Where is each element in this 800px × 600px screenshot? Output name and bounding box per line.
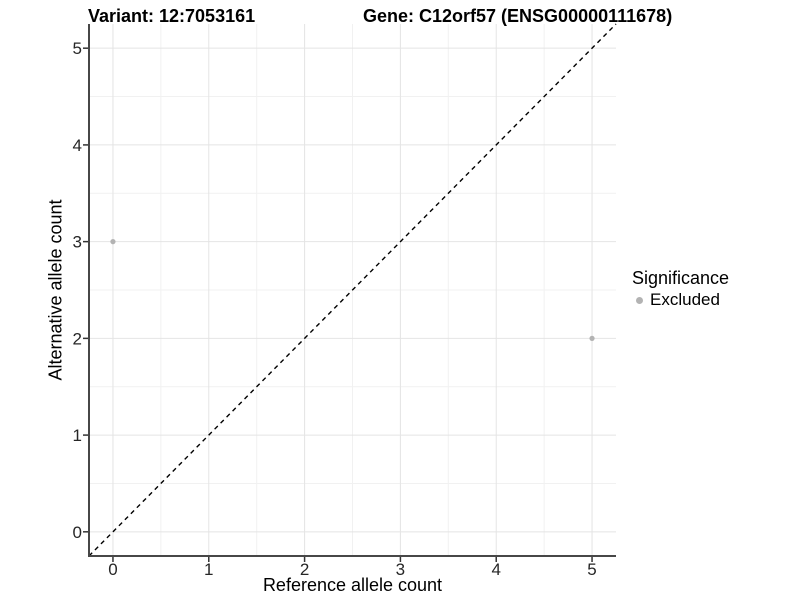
- y-tick-label: 3: [73, 233, 82, 252]
- y-tick-label: 2: [73, 329, 82, 348]
- legend-item-label: Excluded: [650, 290, 720, 309]
- legend: Significance Excluded: [632, 268, 729, 309]
- x-tick-label: 3: [396, 560, 405, 579]
- y-axis-title: Alternative allele count: [45, 199, 66, 381]
- y-tick-label: 0: [73, 523, 82, 542]
- x-tick-label: 1: [204, 560, 213, 579]
- legend-item-excluded: Excluded: [632, 291, 729, 309]
- x-axis-title: Reference allele count: [262, 575, 443, 595]
- identity-line: [88, 23, 617, 557]
- y-tick-label: 5: [73, 39, 82, 58]
- legend-title: Significance: [632, 268, 730, 288]
- x-tick-label: 5: [587, 560, 596, 579]
- y-tick-label: 4: [73, 136, 82, 155]
- data-point: [110, 239, 116, 245]
- x-tick-label: 4: [491, 560, 500, 579]
- legend-point-marker-icon: [636, 296, 643, 304]
- data-point: [589, 335, 595, 341]
- plot-title-variant: Variant: 12:7053161: [88, 6, 256, 26]
- y-tick-label: 1: [73, 426, 82, 445]
- x-tick-label: 2: [300, 560, 309, 579]
- plot-title-gene: Gene: C12orf57 (ENSG00000111678): [363, 6, 673, 26]
- x-tick-label: 0: [108, 560, 117, 579]
